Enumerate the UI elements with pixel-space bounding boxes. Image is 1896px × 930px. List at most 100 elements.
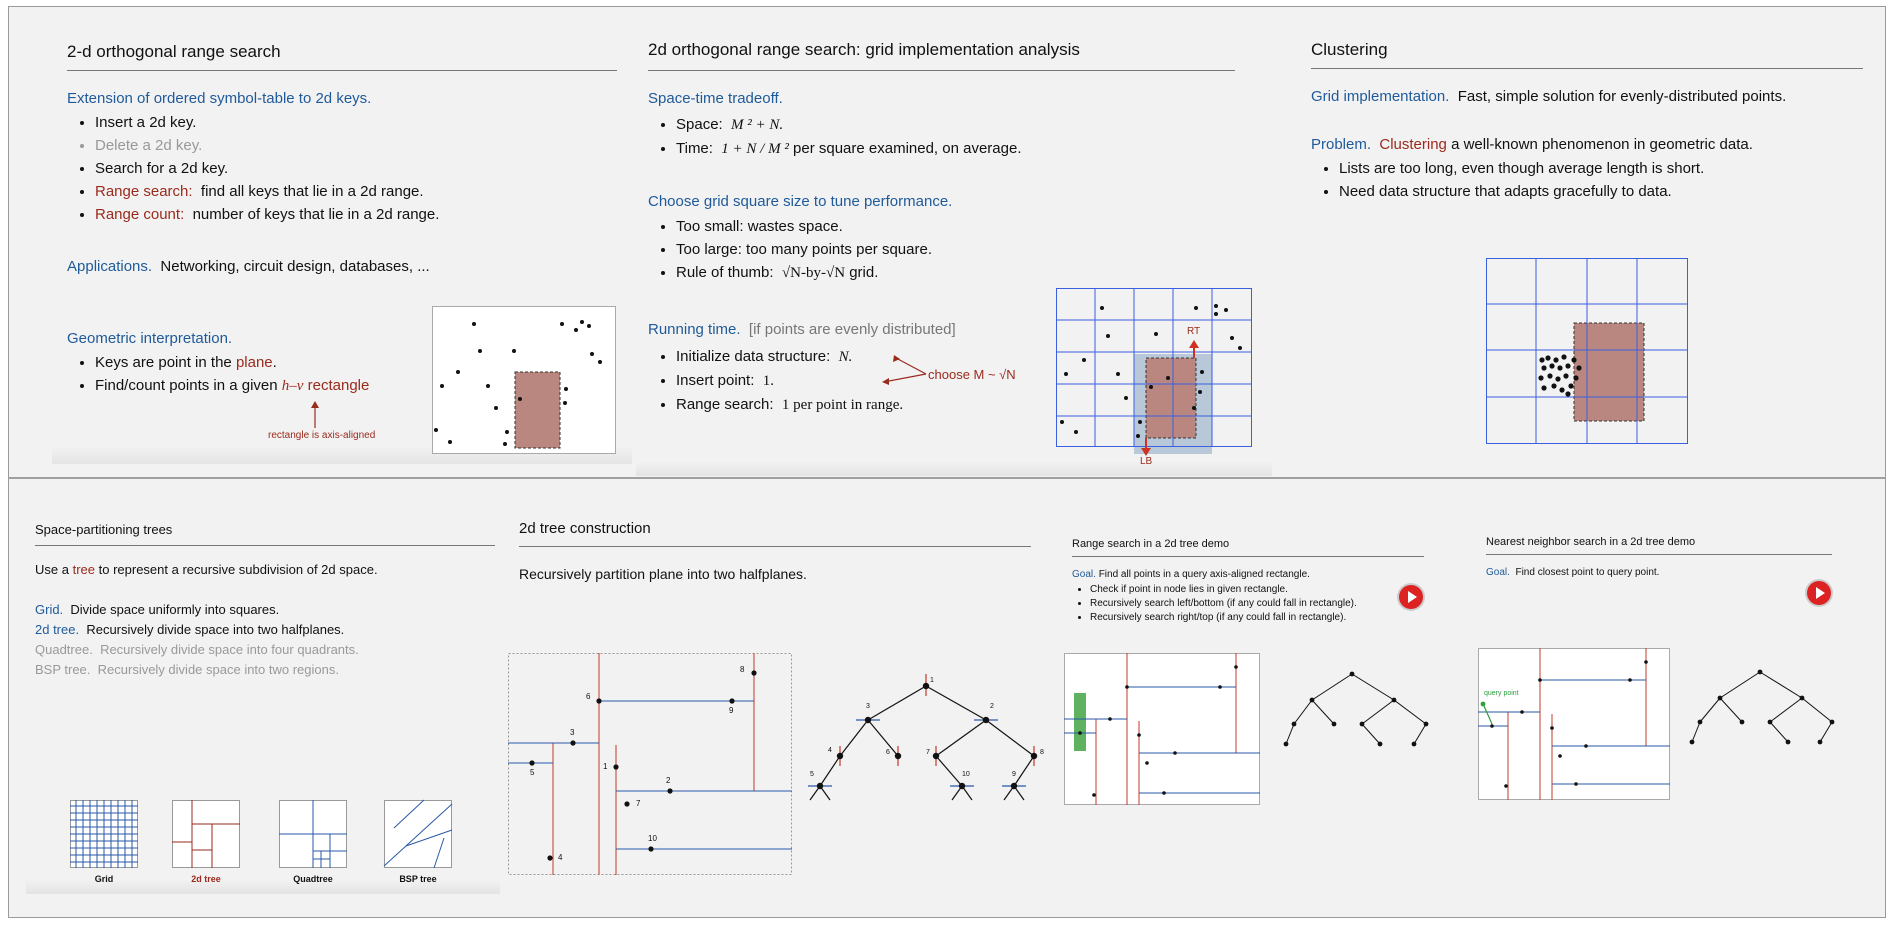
node-label: 8 bbox=[1040, 749, 1044, 756]
title-rule bbox=[648, 70, 1235, 71]
slide-title: Clustering bbox=[1311, 40, 1388, 59]
list-item: Recursively search left/bottom (if any c… bbox=[1090, 598, 1357, 609]
title-rule bbox=[1072, 556, 1424, 557]
list-item: Insert a 2d key. bbox=[95, 114, 439, 131]
lb-label: LB bbox=[1140, 456, 1153, 467]
list-item: Range search: 1 per point in range. bbox=[676, 396, 903, 414]
bsp-tree-thumb bbox=[383, 799, 453, 869]
node-label: 3 bbox=[866, 703, 870, 710]
slide-title: 2-d orthogonal range search bbox=[67, 42, 281, 61]
nn-demo-tree bbox=[1689, 669, 1835, 745]
cluster-figure bbox=[1486, 258, 1688, 444]
quad-def: Quadtree. Recursively divide space into … bbox=[35, 642, 359, 657]
caption-grid: Grid bbox=[94, 874, 114, 884]
point-label: 8 bbox=[740, 665, 745, 674]
use-tree: Use a tree to represent a recursive subd… bbox=[35, 562, 378, 577]
tree-figure: 1 2 3 4 5 6 7 8 9 10 bbox=[808, 674, 1044, 801]
node-label: 4 bbox=[828, 747, 832, 754]
applications: Applications. Networking, circuit design… bbox=[67, 258, 430, 275]
list-item: Too large: too many points per square. bbox=[676, 241, 932, 258]
ext-heading: Extension of ordered symbol-table to 2d … bbox=[67, 90, 372, 107]
range-demo-figure bbox=[1064, 653, 1260, 805]
annot-arrow bbox=[311, 401, 319, 428]
caption-quadtree: Quadtree bbox=[293, 874, 333, 884]
choose-label: choose M ~ √N bbox=[928, 367, 1016, 382]
node-label: 9 bbox=[1012, 771, 1016, 778]
ops-list: Insert a 2d key. Delete a 2d key. Search… bbox=[67, 114, 439, 229]
rt-label: RT bbox=[1187, 326, 1201, 337]
grid-def: Grid. Divide space uniformly into square… bbox=[35, 602, 280, 617]
node-label: 5 bbox=[810, 771, 814, 778]
running-time-list: Initialize data structure: N. Insert poi… bbox=[648, 348, 903, 420]
2d-tree-thumb bbox=[172, 800, 240, 868]
node-label: 2 bbox=[990, 703, 994, 710]
range-figure bbox=[432, 306, 616, 454]
problem-list: Lists are too long, even though average … bbox=[1311, 160, 1704, 206]
title-rule bbox=[519, 546, 1031, 547]
range-demo-tree bbox=[1283, 671, 1429, 747]
node-label: 10 bbox=[962, 771, 970, 778]
list-item: Check if point in node lies in given rec… bbox=[1090, 584, 1357, 595]
point-label: 10 bbox=[648, 834, 657, 843]
list-item: Range count: number of keys that lie in … bbox=[95, 206, 439, 223]
query-point-label: query point bbox=[1484, 690, 1519, 697]
geo-list: Keys are point in the plane. Find/count … bbox=[67, 354, 369, 401]
tradeoff-heading: Space-time tradeoff. bbox=[648, 90, 783, 107]
grid-impl: Grid implementation. Fast, simple soluti… bbox=[1311, 88, 1787, 105]
slide-title: 2d tree construction bbox=[519, 520, 651, 537]
grid-size-heading: Choose grid square size to tune performa… bbox=[648, 193, 953, 210]
problem: Problem. Clustering a well-known phenome… bbox=[1311, 136, 1753, 153]
choose-arrows bbox=[882, 355, 927, 385]
list-item: Need data structure that adapts graceful… bbox=[1339, 183, 1704, 200]
list-item: Space: M ² + N. bbox=[676, 116, 1022, 134]
quadtree-thumb bbox=[279, 800, 347, 868]
list-item: Recursively search right/top (if any cou… bbox=[1090, 612, 1357, 623]
point-label: 1 bbox=[603, 762, 608, 771]
running-time-heading: Running time. [if points are evenly dist… bbox=[648, 321, 956, 338]
bsp-def: BSP tree. Recursively divide space into … bbox=[35, 662, 339, 677]
shade bbox=[636, 462, 1272, 476]
list-item: Delete a 2d key. bbox=[95, 137, 439, 154]
annot-text: rectangle is axis-aligned bbox=[268, 430, 376, 441]
slide-title: 2d orthogonal range search: grid impleme… bbox=[648, 40, 1080, 59]
list-item: Insert point: 1. bbox=[676, 372, 903, 390]
partition-figure: 1 2 3 4 5 6 7 8 9 10 bbox=[508, 653, 792, 875]
point-label: 7 bbox=[636, 799, 641, 808]
slide-title: Nearest neighbor search in a 2d tree dem… bbox=[1486, 536, 1696, 548]
node-label: 1 bbox=[930, 677, 934, 684]
caption-bsp-tree: BSP tree bbox=[399, 874, 437, 884]
list-item: Time: 1 + N / M ² per square examined, o… bbox=[676, 140, 1022, 158]
tradeoff-list: Space: M ² + N. Time: 1 + N / M ² per sq… bbox=[648, 116, 1022, 164]
node-label: 6 bbox=[886, 749, 890, 756]
list-item: Lists are too long, even though average … bbox=[1339, 160, 1704, 177]
list-item: Find/count points in a given h–v rectang… bbox=[95, 377, 369, 395]
point-label: 9 bbox=[729, 706, 734, 715]
point-label: 5 bbox=[530, 768, 535, 777]
grid-size-list: Too small: wastes space. Too large: too … bbox=[648, 218, 932, 288]
title-rule bbox=[35, 545, 495, 546]
geo-heading: Geometric interpretation. bbox=[67, 330, 233, 347]
list-item: Range search: find all keys that lie in … bbox=[95, 183, 439, 200]
play-button[interactable] bbox=[1399, 585, 1423, 609]
point-label: 3 bbox=[570, 728, 575, 737]
grid-figure bbox=[1056, 288, 1252, 456]
goal: Goal. Find closest point to query point. bbox=[1486, 567, 1660, 578]
row-divider bbox=[8, 477, 1886, 479]
point-label: 4 bbox=[558, 853, 563, 862]
play-button[interactable] bbox=[1807, 581, 1831, 605]
title-rule bbox=[1486, 554, 1832, 555]
slide-title: Space-partitioning trees bbox=[35, 522, 173, 537]
caption-2d-tree: 2d tree bbox=[191, 874, 221, 884]
demo-steps: Check if point in node lies in given rec… bbox=[1072, 584, 1357, 626]
list-item: Too small: wastes space. bbox=[676, 218, 932, 235]
list-item: Search for a 2d key. bbox=[95, 160, 439, 177]
nn-demo-figure bbox=[1478, 648, 1670, 800]
title-rule bbox=[67, 70, 617, 71]
list-item: Initialize data structure: N. bbox=[676, 348, 903, 366]
construction-text: Recursively partition plane into two hal… bbox=[519, 566, 807, 582]
list-item: Keys are point in the plane. bbox=[95, 354, 369, 371]
goal: Goal. Find all points in a query axis-al… bbox=[1072, 569, 1310, 580]
tree-def: 2d tree. Recursively divide space into t… bbox=[35, 622, 345, 637]
grid-thumb bbox=[70, 800, 138, 868]
shade bbox=[26, 880, 500, 894]
